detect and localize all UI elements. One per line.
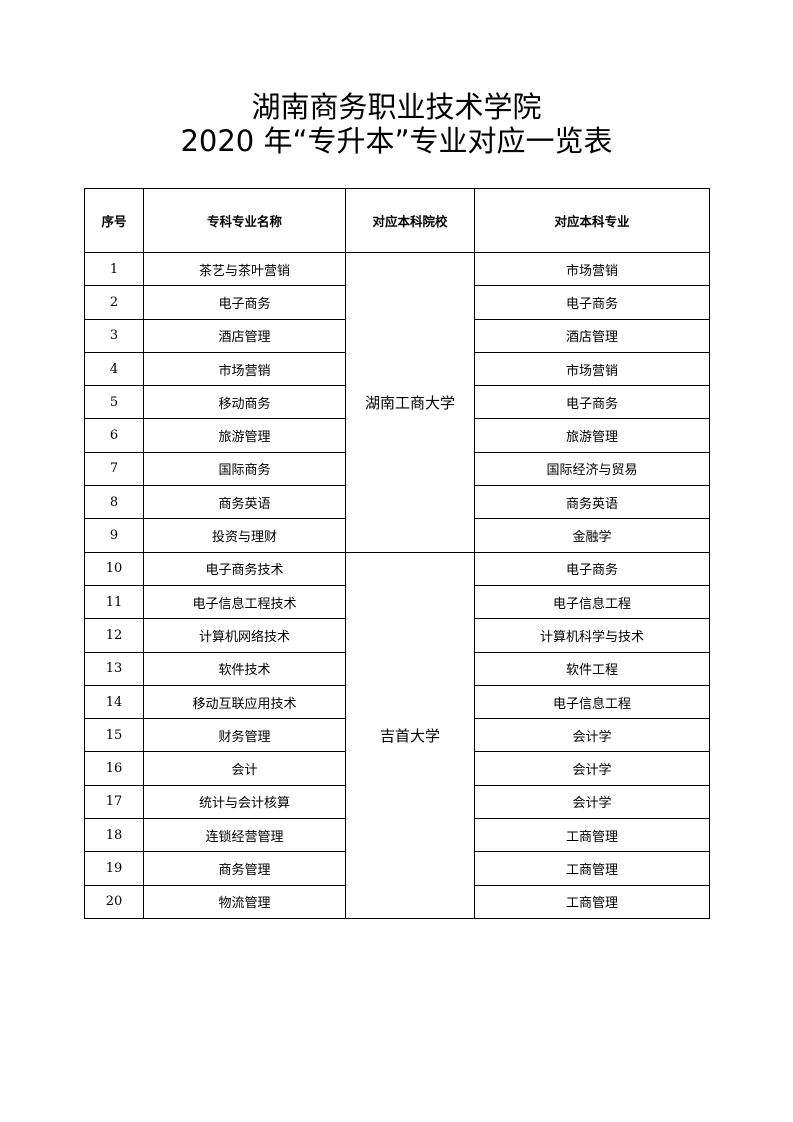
bachelor-major: 工商管理 [474, 884, 710, 919]
bachelor-major: 电子信息工程 [474, 584, 710, 620]
bachelor-major: 电子信息工程 [474, 684, 710, 720]
bachelor-major: 国际经济与贸易 [474, 451, 710, 487]
table-row: 3 酒店管理 酒店管理 [84, 318, 710, 353]
major-mapping-table: 序号 专科专业名称 对应本科院校 对应本科专业 1 茶艺与茶叶营销 湖南工商大学 市场… [84, 188, 710, 919]
row-index: 2 [84, 285, 144, 320]
header-junior-major: 专科专业名称 [143, 188, 346, 253]
bachelor-major: 电子商务 [474, 551, 710, 586]
row-index: 4 [84, 351, 144, 387]
table-row: 8 商务英语 商务英语 [84, 485, 710, 520]
university: 湖南工商大学 [345, 252, 475, 553]
junior-major: 物流管理 [143, 884, 346, 919]
junior-major: 酒店管理 [143, 318, 346, 353]
bachelor-major: 会计学 [474, 784, 710, 820]
row-index: 6 [84, 418, 144, 453]
row-index: 19 [84, 851, 144, 886]
bachelor-major: 市场营销 [474, 351, 710, 387]
bachelor-major: 会计学 [474, 751, 710, 786]
table-row: 19 商务管理 工商管理 [84, 851, 710, 886]
junior-major: 商务管理 [143, 851, 346, 886]
bachelor-major: 商务英语 [474, 485, 710, 520]
table-row: 15 财务管理 会计学 [84, 718, 710, 753]
table-row: 6 旅游管理 旅游管理 [84, 418, 710, 453]
junior-major: 市场营销 [143, 351, 346, 387]
junior-major: 投资与理财 [143, 518, 346, 553]
header-index: 序号 [84, 188, 144, 253]
header-university: 对应本科院校 [345, 188, 475, 253]
row-index: 3 [84, 318, 144, 353]
junior-major: 旅游管理 [143, 418, 346, 453]
table-row: 20 物流管理 工商管理 [84, 884, 710, 919]
row-index: 15 [84, 718, 144, 753]
junior-major: 财务管理 [143, 718, 346, 753]
row-index: 9 [84, 518, 144, 553]
junior-major: 电子信息工程技术 [143, 584, 346, 620]
bachelor-major: 工商管理 [474, 818, 710, 853]
table-row: 17 统计与会计核算 会计学 [84, 784, 710, 820]
bachelor-major: 金融学 [474, 518, 710, 553]
junior-major: 电子商务 [143, 285, 346, 320]
row-index: 20 [84, 884, 144, 919]
junior-major: 电子商务技术 [143, 551, 346, 586]
bachelor-major: 工商管理 [474, 851, 710, 886]
junior-major: 软件技术 [143, 651, 346, 686]
table-row: 5 移动商务 电子商务 [84, 385, 710, 420]
bachelor-major: 酒店管理 [474, 318, 710, 353]
junior-major: 会计 [143, 751, 346, 786]
bachelor-major: 电子商务 [474, 385, 710, 420]
document-title: 湖南商务职业技术学院 [251, 90, 542, 124]
table-row: 11 电子信息工程技术 电子信息工程 [84, 584, 710, 620]
row-index: 10 [84, 551, 144, 586]
table-row: 12 计算机网络技术 计算机科学与技术 [84, 618, 710, 653]
bachelor-major: 计算机科学与技术 [474, 618, 710, 653]
junior-major: 商务英语 [143, 485, 346, 520]
junior-major: 统计与会计核算 [143, 784, 346, 820]
table-row: 14 移动互联应用技术 电子信息工程 [84, 684, 710, 720]
junior-major: 国际商务 [143, 451, 346, 487]
university: 吉首大学 [345, 551, 475, 919]
row-index: 8 [84, 485, 144, 520]
row-index: 14 [84, 684, 144, 720]
row-index: 16 [84, 751, 144, 786]
row-index: 17 [84, 784, 144, 820]
row-index: 7 [84, 451, 144, 487]
document-subtitle: 2020 年“专升本”专业对应一览表 [180, 124, 613, 158]
bachelor-major: 电子商务 [474, 285, 710, 320]
table-row: 16 会计 会计学 [84, 751, 710, 786]
row-index: 13 [84, 651, 144, 686]
table-header-row: 序号 专科专业名称 对应本科院校 对应本科专业 [84, 188, 710, 253]
row-index: 11 [84, 584, 144, 620]
bachelor-major: 市场营销 [474, 251, 710, 287]
row-index: 5 [84, 385, 144, 420]
junior-major: 移动互联应用技术 [143, 684, 346, 720]
table-row: 9 投资与理财 金融学 [84, 518, 710, 553]
bachelor-major: 会计学 [474, 718, 710, 753]
junior-major: 茶艺与茶叶营销 [143, 251, 346, 287]
junior-major: 移动商务 [143, 385, 346, 420]
junior-major: 连锁经营管理 [143, 818, 346, 853]
junior-major: 计算机网络技术 [143, 618, 346, 653]
table-row: 1 茶艺与茶叶营销 湖南工商大学 市场营销 [84, 251, 710, 553]
header-bachelor-major: 对应本科专业 [474, 188, 710, 253]
bachelor-major: 旅游管理 [474, 418, 710, 453]
table-row: 10 电子商务技术 吉首大学 电子商务 [84, 551, 710, 919]
row-index: 12 [84, 618, 144, 653]
bachelor-major: 软件工程 [474, 651, 710, 686]
table-row: 2 电子商务 电子商务 [84, 285, 710, 320]
row-index: 1 [84, 251, 144, 287]
row-index: 18 [84, 818, 144, 853]
